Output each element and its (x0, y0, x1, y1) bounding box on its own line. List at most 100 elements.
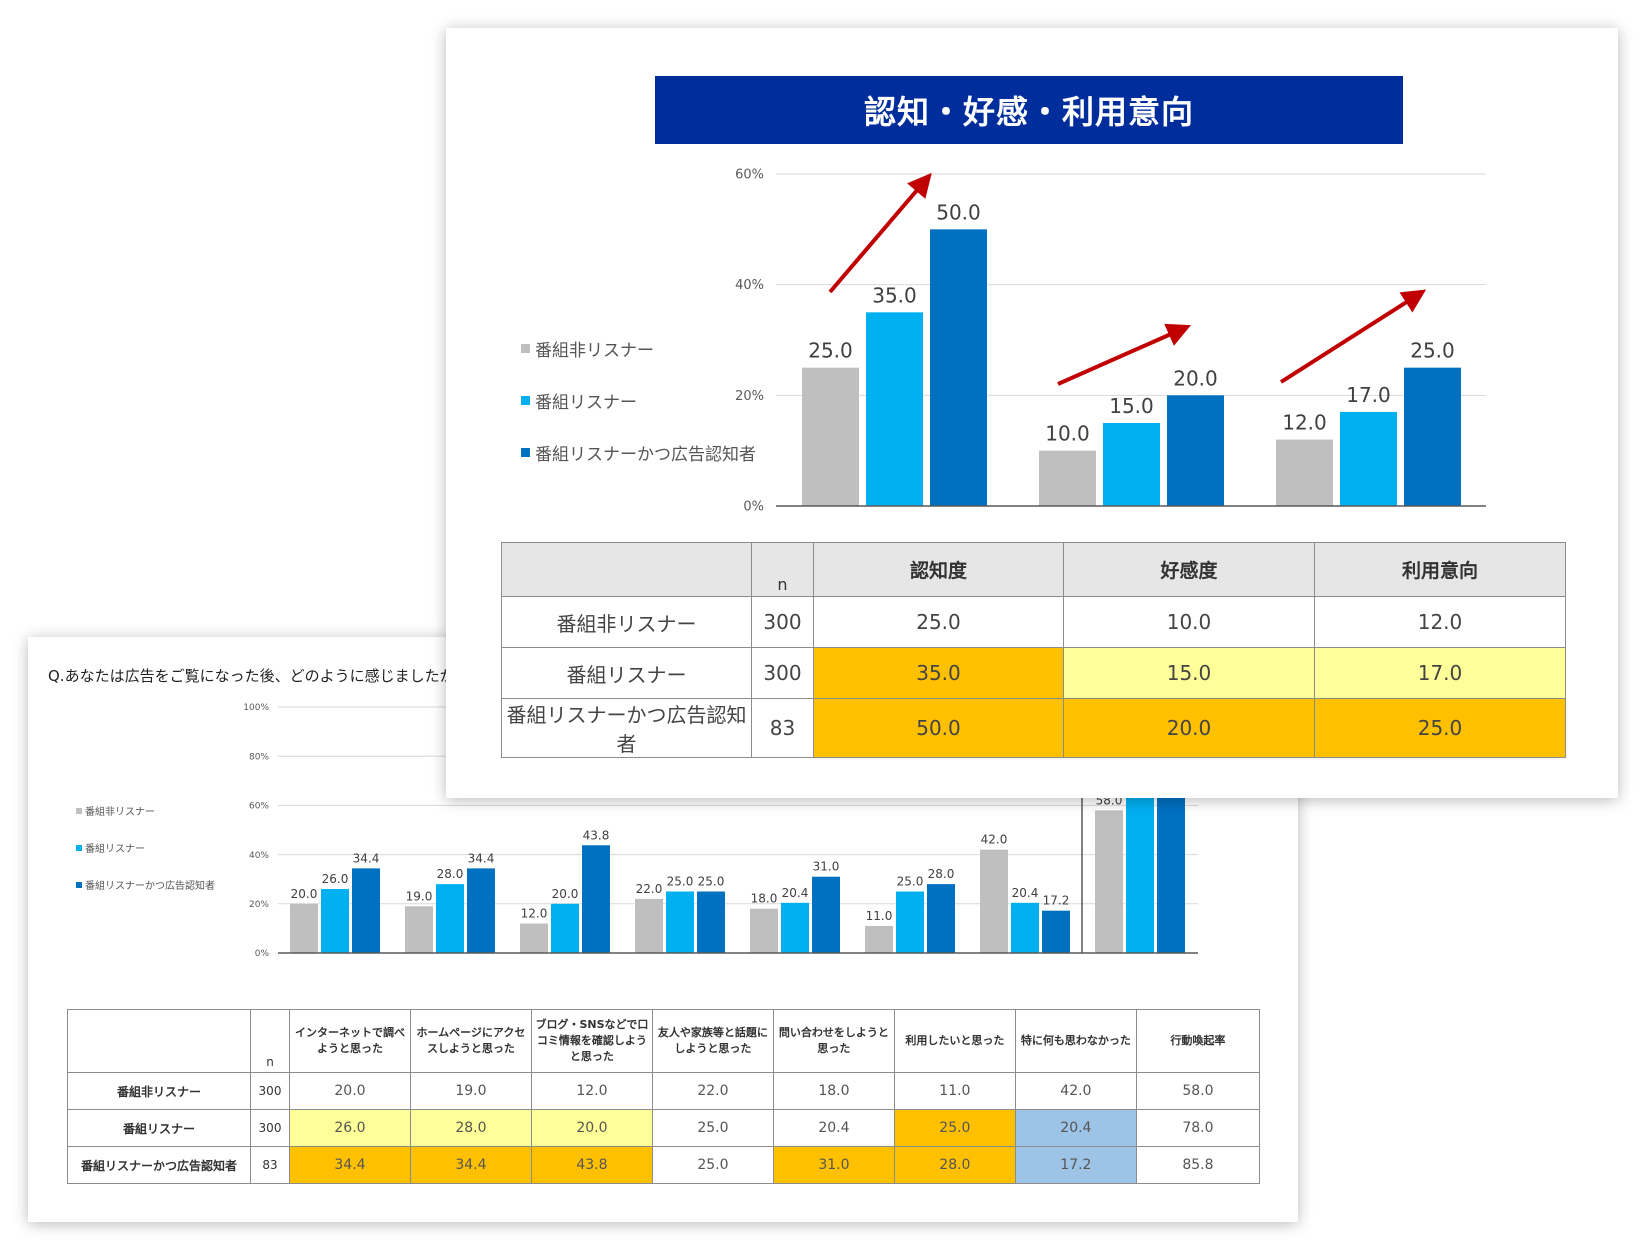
table-cell: 25.0 (1314, 698, 1566, 758)
table-cell: 28.0 (893, 1146, 1016, 1184)
bar (980, 849, 1008, 953)
bar (635, 898, 663, 953)
bar (1167, 395, 1224, 506)
table-row: 番組非リスナー 300 25.0 10.0 12.0 (501, 596, 1566, 648)
data-label: 11.0 (866, 909, 893, 923)
table-row: 番組リスナー 300 35.0 15.0 17.0 (501, 647, 1566, 699)
data-label: 25.0 (667, 875, 694, 889)
bar (1042, 910, 1070, 953)
data-label: 34.4 (353, 851, 380, 865)
column-header: ブログ・SNSなどで口コミ情報を確認しようと思った (530, 1009, 653, 1073)
bar (930, 229, 987, 507)
bar (520, 923, 548, 953)
data-label: 19.0 (406, 889, 433, 903)
legend-label: 番組リスナーかつ広告認知者 (535, 445, 756, 465)
header-empty (66, 1009, 252, 1073)
table-cell: 20.4 (1014, 1109, 1137, 1147)
table-cell: 34.4 (288, 1146, 411, 1184)
table-cell: 25.0 (651, 1146, 774, 1184)
column-header: 利用したいと思った (893, 1009, 1016, 1073)
y-tick-label: 60% (735, 168, 764, 183)
data-label: 20.0 (552, 887, 579, 901)
row-label: 番組リスナーかつ広告認知者 (66, 1146, 252, 1184)
bar (802, 367, 859, 506)
table-cell: 19.0 (409, 1072, 532, 1110)
column-header: インターネットで調べようと思った (288, 1009, 411, 1073)
front-bar-chart: 0% 20% 40% 60% 25.0 35.0 50.0 10.0 15.0 20.0 12.0 1… (735, 168, 1486, 515)
y-tick-label: 0% (743, 500, 764, 515)
row-label: 番組リスナー (66, 1109, 252, 1147)
table-cell: 20.0 (530, 1109, 653, 1147)
legend-swatch-grey (521, 344, 530, 353)
data-label: 17.2 (1043, 894, 1070, 908)
data-label: 20.0 (291, 887, 318, 901)
bar (666, 891, 694, 953)
table-cell: 20.0 (288, 1072, 411, 1110)
data-label: 22.0 (636, 882, 663, 896)
back-legend-item: 番組リスナーかつ広告認知者 (76, 877, 215, 892)
y-tick-label: 60% (249, 802, 269, 812)
table-cell: 34.4 (409, 1146, 532, 1184)
n-value: 83 (250, 1146, 290, 1184)
legend-label: 番組非リスナー (85, 807, 155, 818)
column-header: 好感度 (1063, 542, 1315, 597)
data-label: 12.0 (521, 906, 548, 920)
legend-swatch-grey (76, 807, 82, 814)
table-cell: 20.0 (1063, 698, 1315, 758)
table-cell: 58.0 (1135, 1072, 1261, 1110)
data-label: 25.0 (808, 339, 853, 363)
bar (896, 891, 924, 953)
column-header: ホームページにアクセスしようと思った (409, 1009, 532, 1073)
trend-arrow (1057, 323, 1191, 386)
data-label: 26.0 (322, 872, 349, 886)
trend-arrow (1279, 289, 1427, 384)
legend-swatch-light-blue (76, 844, 82, 851)
legend-label: 番組リスナー (85, 844, 145, 855)
bar (697, 891, 725, 953)
table-cell: 15.0 (1063, 647, 1315, 699)
data-label: 10.0 (1045, 422, 1090, 446)
data-label: 20.0 (1173, 366, 1218, 390)
legend-swatch-dark-blue (76, 881, 82, 888)
table-cell: 31.0 (772, 1146, 895, 1184)
data-label: 25.0 (897, 875, 924, 889)
bar (812, 876, 840, 953)
bar (1095, 810, 1123, 953)
table-cell: 17.0 (1314, 647, 1566, 699)
table-row: 番組非リスナー 300 20.0 19.0 12.0 22.0 18.0 11.… (66, 1072, 1261, 1110)
data-label: 20.4 (782, 886, 809, 900)
bar (405, 906, 433, 953)
table-cell: 78.0 (1135, 1109, 1261, 1147)
y-tick-label: 20% (249, 900, 269, 910)
data-label: 35.0 (872, 283, 917, 307)
column-header: 友人や家族等と話題にしようと思った (651, 1009, 774, 1073)
bar (1276, 439, 1333, 506)
front-legend-item: 番組リスナーかつ広告認知者 (521, 440, 756, 465)
table-cell: 28.0 (409, 1109, 532, 1147)
back-legend-item: 番組リスナー (76, 840, 145, 855)
n-header: n (250, 1009, 290, 1073)
table-row: 番組リスナー 300 26.0 28.0 20.0 25.0 20.4 25.0… (66, 1109, 1261, 1147)
front-legend-item: 番組非リスナー (521, 336, 654, 361)
front-data-table: n 認知度 好感度 利用意向 番組非リスナー 300 25.0 10.0 12.… (501, 542, 1566, 758)
bar (1103, 423, 1160, 506)
legend-swatch-dark-blue (521, 448, 530, 457)
bar (1011, 902, 1039, 953)
front-slide: 認知・好感・利用意向 番組非リスナー 番組リスナー 番組リスナーかつ広告認知者 … (446, 28, 1618, 798)
table-header-row: n 認知度 好感度 利用意向 (501, 542, 1566, 597)
chart-title: 認知・好感・利用意向 (655, 76, 1403, 144)
table-cell: 12.0 (530, 1072, 653, 1110)
n-value: 300 (250, 1109, 290, 1147)
bar (865, 925, 893, 953)
table-cell: 10.0 (1063, 596, 1315, 648)
table-cell: 22.0 (651, 1072, 774, 1110)
table-cell: 43.8 (530, 1146, 653, 1184)
table-row: 番組リスナーかつ広告認知者 83 50.0 20.0 25.0 (501, 698, 1566, 758)
table-cell: 17.2 (1014, 1146, 1137, 1184)
bar (551, 903, 579, 953)
legend-label: 番組非リスナー (535, 341, 654, 361)
data-label: 25.0 (1410, 339, 1455, 363)
n-header: n (751, 542, 814, 597)
data-label: 15.0 (1109, 394, 1154, 418)
data-label: 17.0 (1346, 383, 1391, 407)
